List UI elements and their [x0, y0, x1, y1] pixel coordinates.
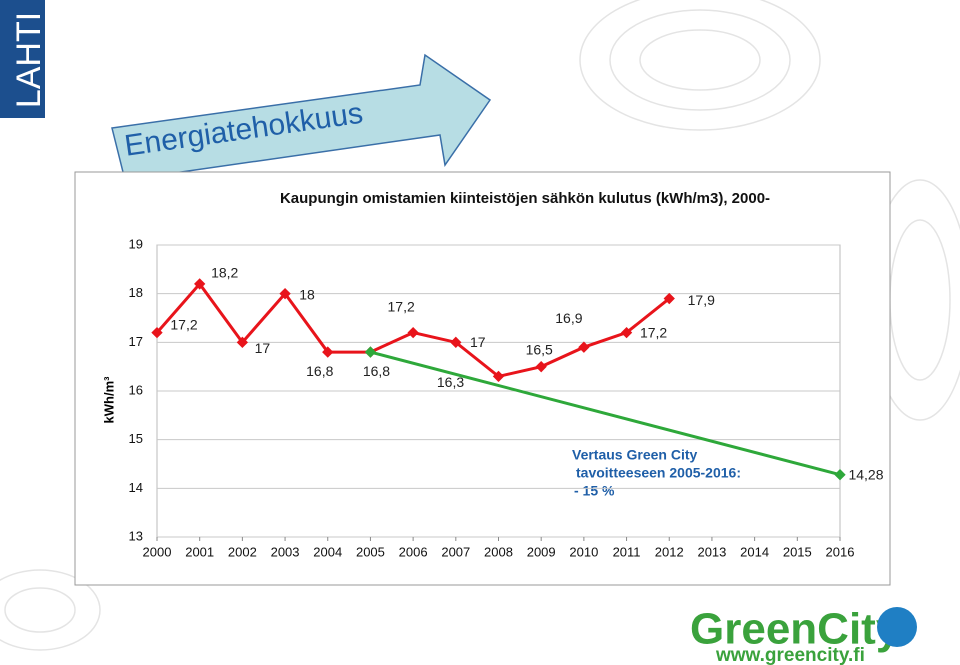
marker [194, 278, 206, 290]
annotation: Vertaus Green City tavoitteeseen 2005-201… [572, 447, 741, 499]
marker [663, 292, 675, 305]
logo: LAHTI [10, 12, 48, 108]
annotation-line: Vertaus Green City [572, 447, 697, 463]
brand: GreenCity [690, 605, 901, 654]
marker [151, 326, 163, 339]
y-tick-label: 13 [129, 528, 143, 543]
y-tick-label: 17 [129, 334, 143, 349]
data-label: 17,2 [388, 298, 415, 314]
data-label: 17,2 [640, 324, 667, 340]
x-tick-label: 2005 [356, 544, 385, 559]
x-tick-label: 2003 [271, 544, 300, 559]
y-tick-label: 15 [129, 431, 143, 446]
data-label: 14,28 [848, 466, 883, 482]
x-tick-label: 2001 [185, 544, 214, 559]
x-tick-label: 2015 [783, 544, 812, 559]
data-label: 16,8 [363, 363, 390, 379]
data-label: 16,3 [437, 374, 464, 390]
x-tick-label: 2004 [313, 544, 342, 559]
marker [834, 469, 846, 481]
marker [578, 341, 590, 353]
x-tick-label: 2008 [484, 544, 513, 559]
marker [492, 370, 505, 383]
y-tick-label: 14 [129, 480, 143, 495]
chart-frame [74, 171, 891, 586]
x-tick-label: 2000 [143, 544, 172, 559]
data-label: 16,5 [526, 341, 553, 357]
brand-url: www.greencity.fi [715, 645, 865, 665]
data-label: 18 [299, 286, 315, 302]
y-tick-label: 19 [129, 236, 143, 251]
data-label: 18,2 [211, 265, 238, 281]
annotation-line: - 15 % [574, 483, 615, 499]
marker [535, 361, 547, 373]
data-label: 17,2 [170, 316, 197, 332]
y-axis-label: kWh/m³ [101, 376, 116, 424]
x-tick-label: 2010 [569, 544, 598, 559]
marker [322, 346, 334, 358]
data-label: 17 [470, 334, 486, 350]
data-label: 16,8 [306, 363, 333, 379]
y-tick-label: 18 [129, 285, 143, 300]
x-tick-label: 2007 [441, 544, 470, 559]
logo-box [0, 0, 45, 118]
y-tick-label: 16 [129, 382, 143, 397]
marker [236, 336, 249, 348]
x-tick-label: 2009 [527, 544, 556, 559]
chart-title: Kaupungin omistamien kiinteistöjen sähkö… [280, 190, 770, 207]
marker [279, 288, 291, 300]
x-tick-label: 2014 [740, 544, 769, 559]
data-label: 17,9 [688, 292, 715, 308]
x-tick-label: 2013 [697, 544, 726, 559]
annotation-line: tavoitteeseen 2005-2016: [576, 465, 741, 481]
marker [620, 326, 633, 339]
marker [407, 326, 419, 339]
data-label: 17 [255, 340, 271, 356]
x-tick-label: 2002 [228, 544, 257, 559]
x-tick-label: 2012 [655, 544, 684, 559]
x-tick-label: 2016 [826, 544, 855, 559]
x-tick-label: 2011 [613, 544, 641, 559]
data-label: 16,9 [555, 310, 582, 326]
brand-dot [877, 607, 917, 647]
x-tick-label: 2006 [399, 544, 428, 559]
series-line [370, 350, 841, 477]
marker [364, 346, 377, 358]
marker [450, 336, 462, 348]
